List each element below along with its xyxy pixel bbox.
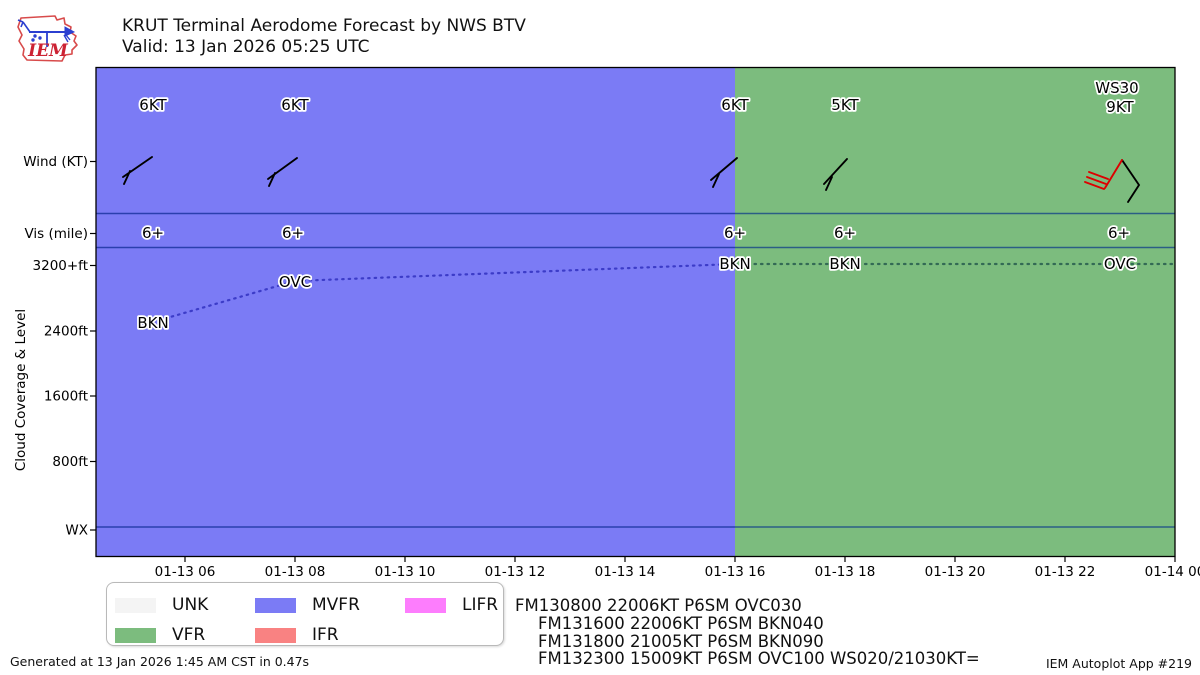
taf-line: FM131600 22006KT P6SM BKN040 <box>538 613 824 633</box>
cloud-label: OVC <box>1104 255 1136 273</box>
legend-item-vfr: VFR <box>115 620 255 650</box>
lifr-swatch <box>405 597 446 613</box>
vis-label: 6+ <box>724 224 746 242</box>
wind-shear-barb-icon <box>1084 159 1123 190</box>
x-tick: 01-13 18 <box>815 564 876 580</box>
ifr-swatch <box>255 627 296 643</box>
row-label-vis: Vis (mile) <box>24 226 88 242</box>
wind-barb-icon <box>823 158 848 191</box>
cloud-label: BKN <box>719 255 750 273</box>
vis-label: 6+ <box>834 224 856 242</box>
vis-label: 6+ <box>1108 224 1130 242</box>
wind-label: 9KT <box>1106 98 1134 116</box>
unk-swatch <box>115 597 156 613</box>
plot-border <box>95 66 1176 558</box>
cloud-tick-1600: 1600ft <box>44 389 88 405</box>
x-tick: 01-13 20 <box>925 564 986 580</box>
chart-valid-time: Valid: 13 Jan 2026 05:25 UTC <box>122 37 370 57</box>
legend-label: VFR <box>172 625 206 645</box>
row-label-wind: Wind (KT) <box>23 154 88 170</box>
x-tick: 01-14 00 <box>1145 564 1200 580</box>
cloud-label: OVC <box>279 273 311 291</box>
taf-line: FM131800 21005KT P6SM BKN090 <box>538 631 824 651</box>
band-vfr <box>735 67 1175 557</box>
wind-barb-icon <box>122 156 153 185</box>
vis-label: 6+ <box>142 224 164 242</box>
wind-label: 6KT <box>139 96 167 114</box>
x-axis-labels: 01-13 06 01-13 08 01-13 10 01-13 12 01-1… <box>155 564 1200 580</box>
row-separators <box>96 212 1175 528</box>
cloud-tick-2400: 2400ft <box>44 324 88 340</box>
autoplot-app-credit: IEM Autoplot App #219 <box>1045 656 1192 671</box>
cloud-level-line-mvfr <box>151 262 737 324</box>
wind-barb-icon <box>1121 159 1141 203</box>
wind-label: 5KT <box>831 96 859 114</box>
visibility-labels: 6+ 6+ 6+ 6+ 6+ <box>140 222 1132 244</box>
wind-speed-labels: 6KT 6KT 6KT 5KT 9KT WS30 <box>138 77 1141 118</box>
x-tick: 01-13 08 <box>265 564 326 580</box>
x-tick: 01-13 10 <box>375 564 436 580</box>
wind-barb-icon <box>710 157 738 188</box>
cloud-tick-3200: 3200+ft <box>33 258 88 274</box>
taf-line: FM132300 15009KT P6SM OVC100 WS020/21030… <box>538 649 980 669</box>
wind-barb-icons <box>122 156 1141 203</box>
chart-title: KRUT Terminal Aerodome Forecast by NWS B… <box>122 16 526 36</box>
legend-label: IFR <box>312 625 339 645</box>
x-tick: 01-13 12 <box>485 564 546 580</box>
title-block: KRUT Terminal Aerodome Forecast by NWS B… <box>122 16 526 58</box>
logo-text: IEM <box>27 41 69 61</box>
y-axis-labels: Wind (KT) Vis (mile) 3200+ft 2400ft 1600… <box>13 154 88 539</box>
taf-raw-text: FM130800 22006KT P6SM OVC030 FM131600 22… <box>515 597 980 668</box>
wind-label: 6KT <box>721 96 749 114</box>
wind-barb-icon <box>267 157 298 187</box>
vis-label: 6+ <box>282 224 304 242</box>
taf-chart: Wind (KT) Vis (mile) 3200+ft 2400ft 1600… <box>13 66 1200 580</box>
x-tick: 01-13 22 <box>1035 564 1096 580</box>
generated-timestamp: Generated at 13 Jan 2026 1:45 AM CST in … <box>10 654 310 669</box>
legend-item-mvfr: MVFR <box>255 590 405 620</box>
wind-shear-label: WS30 <box>1095 79 1138 97</box>
cloud-tick-800: 800ft <box>52 454 88 470</box>
row-label-wx: WX <box>65 523 88 539</box>
x-tick: 01-13 16 <box>705 564 766 580</box>
legend-label: MVFR <box>312 595 360 615</box>
cloud-label: BKN <box>137 314 168 332</box>
mvfr-swatch <box>255 597 296 613</box>
legend-item-unk: UNK <box>115 590 255 620</box>
x-tick: 01-13 06 <box>155 564 216 580</box>
x-tick: 01-13 14 <box>595 564 656 580</box>
y-axis-title: Cloud Coverage & Level <box>13 309 29 471</box>
cloud-label: BKN <box>829 255 860 273</box>
cloud-coverage-labels: BKN OVC BKN BKN OVC <box>136 253 1138 334</box>
taf-line: FM130800 22006KT P6SM OVC030 <box>515 596 802 615</box>
weather-vane-icon <box>17 19 76 47</box>
legend-item-ifr: IFR <box>255 620 405 650</box>
band-mvfr <box>96 67 735 557</box>
vfr-swatch <box>115 627 156 643</box>
axis-ticks <box>90 160 1176 562</box>
legend-item-lifr: LIFR <box>405 590 509 620</box>
legend-label: UNK <box>172 595 209 615</box>
wind-label: 6KT <box>281 96 309 114</box>
legend: UNK MVFR LIFR VFR IFR <box>106 582 504 646</box>
iem-logo: IEM <box>17 15 78 62</box>
legend-label: LIFR <box>462 595 499 615</box>
anemometer-cups-icon <box>31 34 42 42</box>
